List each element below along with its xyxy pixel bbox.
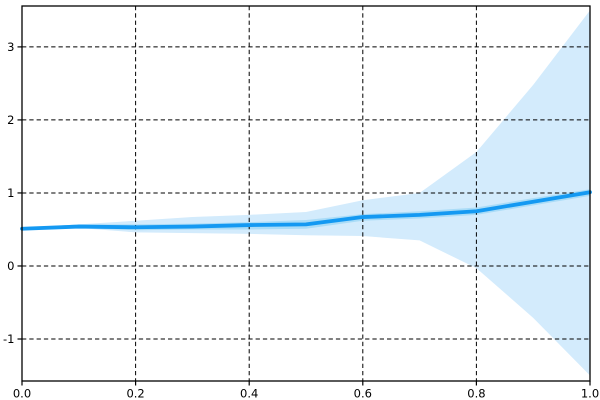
x-tick-label: 0.4 — [240, 387, 258, 400]
y-tick-label: 1 — [7, 186, 14, 200]
y-tick-label: 3 — [7, 40, 14, 54]
y-tick-label: 0 — [7, 259, 14, 273]
y-tick-label: -1 — [3, 332, 14, 346]
x-tick-label: 0.0 — [13, 387, 31, 400]
x-tick-label: 0.2 — [126, 387, 144, 400]
mean-line — [20, 190, 592, 231]
x-tick-label: 0.6 — [354, 387, 372, 400]
x-tick-label: 0.8 — [467, 387, 485, 400]
x-tick-label: 1.0 — [581, 387, 599, 400]
y-tick-label: 2 — [7, 113, 14, 127]
